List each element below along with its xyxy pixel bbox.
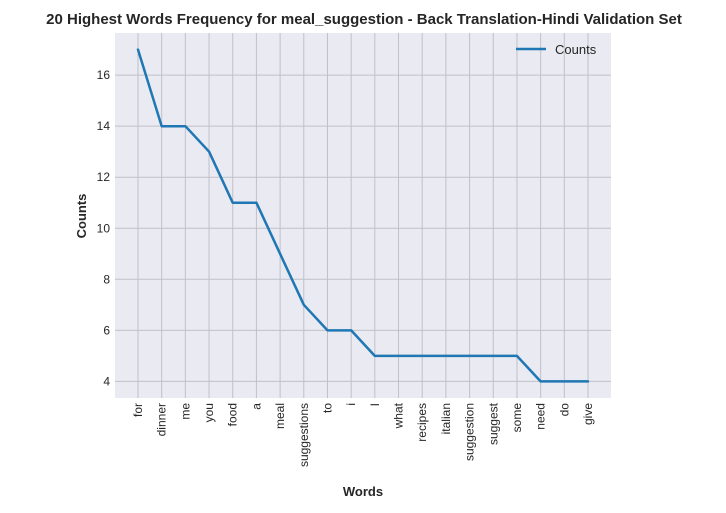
x-tick-label: suggestions (297, 403, 311, 467)
y-axis-label: Counts (74, 194, 89, 239)
y-tick-label: 10 (97, 221, 111, 235)
y-tick-label: 16 (97, 68, 111, 82)
x-tick-label: do (557, 403, 571, 417)
x-tick-label: need (534, 403, 548, 430)
x-tick-label: for (131, 403, 145, 417)
x-tick-label: suggestion (463, 403, 477, 461)
y-tick-label: 14 (97, 119, 111, 133)
legend-label: Counts (555, 42, 597, 57)
x-tick-label: what (392, 402, 406, 429)
y-tick-label: 4 (103, 374, 110, 388)
x-tick-label: a (249, 403, 263, 410)
x-tick-label: food (226, 403, 240, 426)
y-tick-label: 8 (103, 272, 110, 286)
x-tick-label: meal (273, 403, 287, 429)
x-axis-label: Words (343, 484, 383, 499)
x-tick-label: dinner (155, 403, 169, 436)
x-tick-label: me (178, 403, 192, 420)
x-tick-label: italian (439, 403, 453, 434)
y-tick-label: 12 (97, 170, 111, 184)
x-tick-label: suggest (486, 402, 500, 445)
x-tick-label: to (320, 403, 334, 413)
x-tick-label: recipes (415, 403, 429, 442)
chart-title: 20 Highest Words Frequency for meal_sugg… (46, 11, 682, 28)
x-tick-label: I (368, 403, 382, 406)
x-tick-label: i (344, 403, 358, 406)
x-tick-label: some (510, 403, 524, 433)
x-tick-label: you (202, 403, 216, 422)
y-tick-label: 6 (103, 323, 110, 337)
x-tick-label: give (581, 403, 595, 425)
